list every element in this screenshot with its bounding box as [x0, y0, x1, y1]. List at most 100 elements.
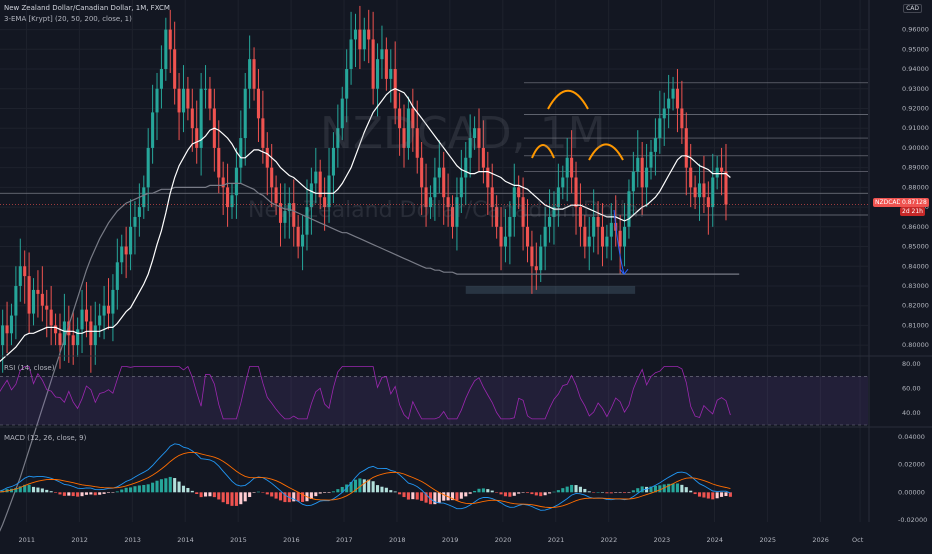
macd-histogram-bar: [18, 486, 22, 493]
candle-body: [102, 305, 106, 316]
candle-body: [450, 207, 455, 227]
macd-histogram-bar: [120, 489, 124, 493]
macd-histogram-bar: [561, 488, 565, 493]
candle-body: [477, 128, 481, 148]
candle-body: [384, 49, 388, 79]
macd-histogram-bar: [583, 488, 587, 493]
macd-histogram-bar: [221, 492, 225, 503]
candle-body: [464, 157, 468, 178]
candle-body: [574, 177, 578, 208]
price-tick-label: 0.83000: [902, 282, 929, 290]
macd-histogram-bar: [159, 479, 163, 493]
candle-body: [327, 175, 331, 208]
price-badge-symbol: NZDCAD: [873, 198, 904, 207]
candle-body: [622, 226, 627, 247]
macd-histogram-bar: [243, 492, 247, 502]
candle-body: [587, 236, 591, 247]
macd-pane: [0, 443, 732, 511]
macd-histogram-bar: [468, 492, 472, 494]
macd-histogram-bar: [173, 478, 177, 493]
time-tick-label: 2024: [707, 536, 724, 544]
candle-body: [539, 246, 543, 271]
macd-histogram-bar: [40, 488, 44, 493]
candle-body: [420, 157, 424, 188]
macd-histogram-bar: [296, 492, 300, 502]
macd-histogram-bar: [706, 492, 710, 499]
macd-histogram-bar: [181, 485, 186, 493]
macd-histogram-bar: [336, 489, 340, 493]
watermark-symbol: NZDCAD, 1M: [320, 108, 606, 159]
candle-body: [724, 171, 728, 205]
candle-body: [512, 187, 516, 217]
macd-histogram-bar: [702, 492, 706, 498]
ema-20-line: [0, 88, 731, 363]
macd-histogram-bar: [340, 486, 344, 493]
candle-body: [40, 293, 44, 306]
macd-histogram-bar: [146, 484, 150, 493]
macd-histogram-bar: [680, 484, 684, 493]
candle-body: [301, 234, 305, 247]
macd-histogram-bar: [106, 492, 111, 493]
candle-body: [274, 187, 278, 204]
macd-histogram-bar: [76, 492, 80, 497]
rsi-tick-label: 40.00: [902, 409, 921, 417]
candle-body: [565, 157, 569, 178]
macd-histogram-bar: [627, 492, 631, 493]
candle-body: [609, 222, 613, 237]
candle-body: [684, 128, 688, 168]
candle-body: [336, 128, 340, 148]
macd-histogram-bar: [54, 492, 58, 493]
macd-histogram-bar: [301, 492, 305, 502]
candle-body: [459, 177, 463, 198]
candle-body: [309, 183, 313, 208]
candle-body: [605, 236, 609, 247]
macd-histogram-bar: [570, 484, 574, 493]
macd-histogram-bar: [675, 483, 680, 493]
macd-histogram-bar: [552, 491, 556, 493]
candle-body: [486, 167, 490, 188]
ema-lines: [0, 88, 740, 532]
candle-body: [362, 29, 366, 50]
candle-body: [367, 29, 371, 40]
macd-histogram-bar: [517, 492, 521, 494]
candle-body: [173, 49, 177, 89]
macd-histogram-bar: [195, 492, 199, 494]
price-tick-label: 0.94000: [902, 65, 929, 73]
macd-histogram-bar: [261, 492, 265, 493]
candle-body: [631, 171, 635, 192]
left-shoulder-arc: [531, 144, 555, 159]
macd-histogram-bar: [93, 492, 97, 496]
macd-tick-label: 0.04000: [898, 433, 925, 441]
macd-histogram-bar: [155, 480, 159, 493]
candle-body: [115, 262, 119, 290]
time-tick-label: 2016: [283, 536, 300, 544]
candle-body: [80, 309, 84, 330]
macd-histogram-bar: [499, 492, 503, 495]
candle-body: [693, 187, 697, 198]
macd-histogram-bar: [124, 487, 128, 493]
candle-body: [226, 187, 230, 208]
candle-body: [31, 289, 36, 314]
candle-body: [636, 157, 640, 172]
macd-histogram-bar: [556, 490, 560, 493]
candle-body: [349, 39, 353, 70]
macd-histogram-bar: [248, 492, 252, 498]
currency-badge[interactable]: CAD: [903, 4, 922, 13]
candle-body: [296, 226, 300, 247]
candle-body: [380, 49, 384, 60]
macd-histogram-bar: [199, 492, 203, 498]
macd-histogram-bar: [362, 479, 366, 493]
candle-body: [548, 216, 552, 227]
candle-body: [640, 157, 644, 188]
price-tick-label: 0.92000: [902, 104, 929, 112]
macd-histogram-bar: [684, 487, 688, 493]
candle-body: [675, 88, 680, 109]
macd-histogram-bar: [406, 492, 410, 500]
candle-body: [168, 29, 172, 50]
macd-histogram-bar: [534, 492, 538, 496]
macd-histogram-bar: [226, 492, 230, 505]
candle-body: [715, 167, 719, 178]
price-tick-label: 0.96000: [902, 26, 929, 34]
